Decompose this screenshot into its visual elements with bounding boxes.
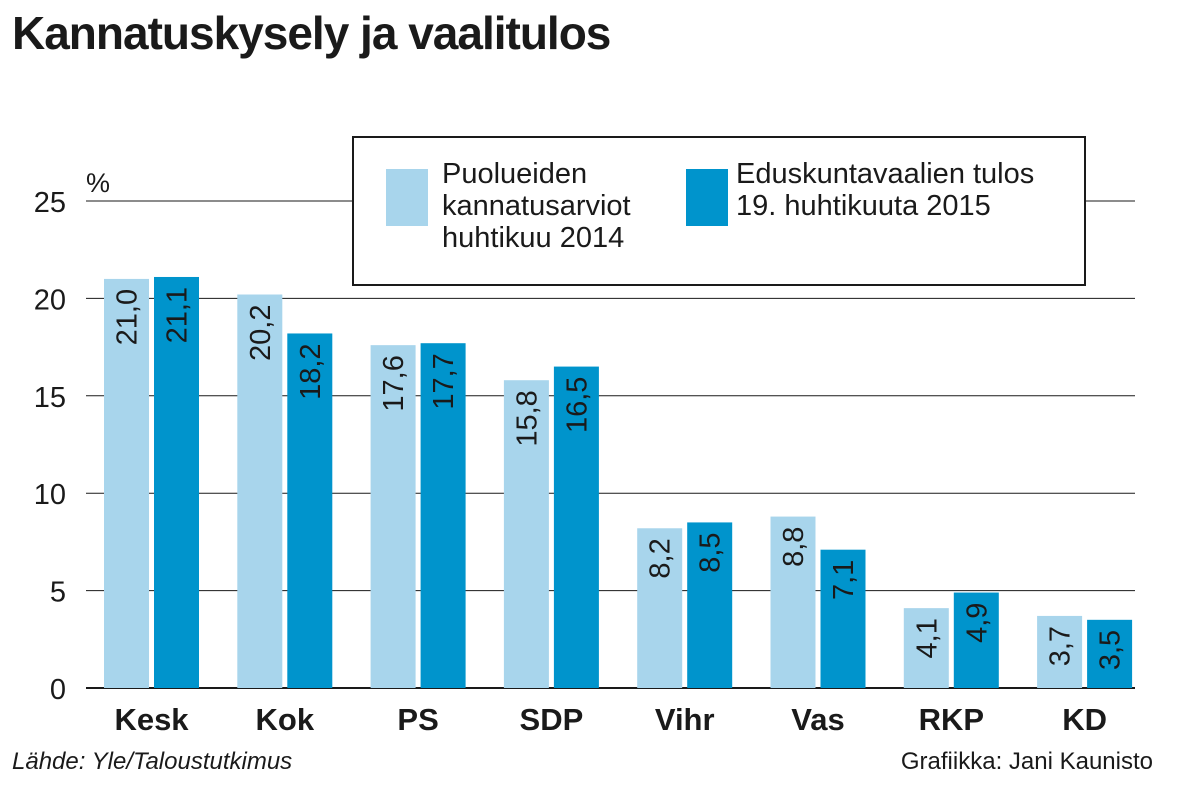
x-category-label: Kok	[256, 702, 315, 737]
bar-kok-survey	[237, 294, 283, 688]
x-category-label: SDP	[520, 702, 584, 737]
bar-value-label: 16,5	[561, 377, 593, 433]
bar-rkp-survey	[903, 608, 949, 688]
bar-value-label: 7,1	[828, 560, 860, 600]
x-category-label: RKP	[919, 702, 984, 737]
bar-value-label: 15,8	[511, 390, 543, 446]
bar-kesk-election	[154, 276, 199, 688]
bar-value-label: 4,9	[961, 603, 993, 643]
x-category-label: Vas	[791, 702, 844, 737]
bar-rkp-election	[953, 592, 999, 688]
legend-swatch-survey	[386, 169, 428, 226]
legend-label-survey: Puolueiden kannatusarviot huhtikuu 2014	[442, 158, 631, 254]
bar-kd-survey	[1037, 615, 1083, 688]
bar-value-label: 4,1	[911, 618, 943, 658]
bar-value-label: 21,0	[112, 289, 144, 345]
y-axis-unit-label: %	[86, 168, 110, 198]
bar-value-label: 18,2	[295, 343, 327, 399]
bar-kesk-survey	[104, 278, 149, 688]
legend-label-election: Eduskuntavaalien tulos 19. huhtikuuta 20…	[736, 158, 1034, 222]
bar-value-label: 3,5	[1095, 630, 1127, 670]
bar-value-label: 17,6	[378, 355, 410, 411]
legend-box: Puolueiden kannatusarviot huhtikuu 2014 …	[352, 136, 1086, 286]
bar-sdp-survey	[503, 380, 549, 688]
bar-kd-election	[1087, 619, 1133, 688]
bar-vihr-survey	[637, 528, 683, 688]
bar-ps-survey	[370, 345, 416, 688]
bar-sdp-election	[553, 366, 599, 688]
bar-ps-election	[420, 343, 466, 688]
legend-label-election-line: Eduskuntavaalien tulos	[736, 158, 1035, 190]
graphics-credit: Grafiikka: Jani Kaunisto	[900, 748, 1153, 775]
legend-label-survey-line: kannatusarviot	[442, 190, 631, 222]
bar-vas-survey	[770, 516, 816, 688]
chart-title: Kannatuskysely ja vaalitulos	[12, 7, 611, 59]
bar-value-label: 8,8	[778, 527, 810, 567]
x-category-label: Vihr	[655, 702, 715, 737]
y-tick-label: 0	[50, 674, 66, 706]
bar-value-label: 21,1	[162, 287, 194, 343]
legend-label-election-line: 19. huhtikuuta 2015	[736, 190, 991, 222]
x-category-label: KD	[1062, 702, 1107, 737]
bar-value-label: 3,7	[1045, 626, 1077, 666]
legend-label-survey-line: Puolueiden	[442, 158, 588, 190]
y-tick-label: 25	[34, 187, 66, 219]
legend-label-survey-line: huhtikuu 2014	[442, 222, 625, 254]
y-tick-label: 15	[34, 382, 66, 414]
y-tick-label: 20	[34, 284, 66, 316]
bar-value-label: 17,7	[428, 353, 460, 409]
bar-kok-election	[287, 333, 333, 688]
bar-value-label: 8,5	[695, 532, 727, 572]
x-category-label: PS	[397, 702, 438, 737]
bar-value-label: 20,2	[245, 305, 277, 361]
y-tick-label: 5	[50, 577, 66, 609]
bar-value-label: 8,2	[645, 538, 677, 578]
bar-vihr-election	[687, 522, 733, 688]
x-category-label: Kesk	[114, 702, 189, 737]
bar-vas-election	[820, 549, 866, 688]
legend-swatch-election	[686, 169, 728, 226]
y-tick-label: 10	[34, 479, 66, 511]
source-note: Lähde: Yle/Taloustutkimus	[12, 748, 293, 775]
